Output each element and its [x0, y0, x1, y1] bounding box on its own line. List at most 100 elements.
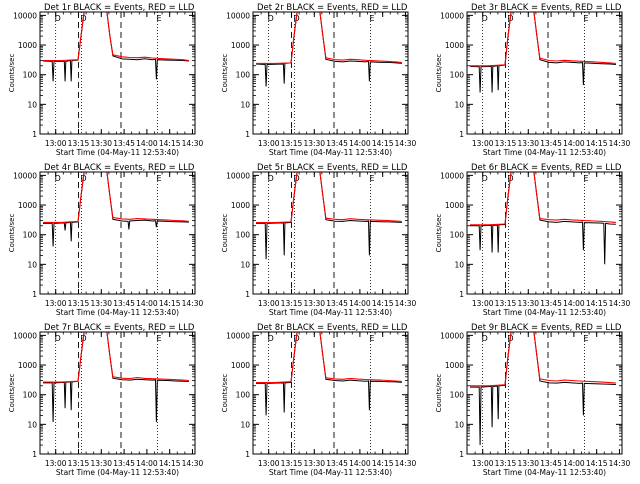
x-tick-label: 14:30: [395, 459, 417, 468]
y-tick-label: 10: [454, 100, 464, 109]
panel-title: Det 8r BLACK = Events, RED = LLD: [257, 323, 408, 333]
x-axis-label: Start Time (04-May-11 12:53:40): [269, 468, 392, 477]
event-mark: D: [55, 14, 61, 23]
events-series-line: [42, 12, 189, 82]
x-tick-label: 14:15: [372, 459, 394, 468]
x-tick-label: 14:30: [182, 299, 204, 308]
x-axis-label: Start Time (04-May-11 12:53:40): [56, 148, 179, 157]
x-tick-label: 14:00: [349, 139, 371, 148]
x-tick-label: 13:30: [90, 139, 112, 148]
y-tick-label: 10000: [440, 331, 464, 340]
panel-title: Det 9r BLACK = Events, RED = LLD: [471, 323, 622, 333]
events-series-line: [469, 12, 616, 93]
plot-frame: [39, 331, 196, 455]
y-tick-label: 1000: [231, 201, 250, 210]
y-tick-label: 10: [454, 420, 464, 429]
plot-frame: [252, 331, 409, 455]
x-tick-label: 13:15: [281, 299, 303, 308]
x-tick-label: 13:30: [303, 459, 325, 468]
event-mark: E: [156, 334, 161, 343]
x-tick-label: 14:15: [586, 139, 608, 148]
events-series-line: [256, 172, 402, 260]
x-tick-label: 13:45: [326, 299, 348, 308]
y-axis-label: Counts/sec: [435, 214, 443, 253]
x-tick-label: 13:30: [90, 459, 112, 468]
x-tick-label: 14:00: [136, 139, 158, 148]
x-tick-label: 13:30: [517, 299, 539, 308]
plot-frame: [466, 171, 623, 295]
x-tick-label: 14:15: [159, 139, 181, 148]
x-tick-label: 13:00: [258, 299, 280, 308]
x-tick-label: 13:00: [45, 139, 67, 148]
lld-series-line: [256, 332, 402, 384]
y-tick-label: 100: [23, 231, 38, 240]
y-tick-label: 10: [240, 420, 250, 429]
y-tick-label: 10: [240, 260, 250, 269]
event-mark: D: [482, 334, 488, 343]
panel-title: Det 1r BLACK = Events, RED = LLD: [44, 3, 195, 13]
events-series-line: [470, 332, 616, 446]
x-tick-label: 13:45: [326, 459, 348, 468]
event-mark: D: [482, 14, 488, 23]
plot-frame: [252, 171, 409, 295]
x-tick-label: 13:00: [45, 299, 67, 308]
y-tick-label: 100: [236, 71, 251, 80]
events-series-line: [43, 172, 189, 247]
lld-series-line: [470, 172, 616, 226]
x-axis-label: Start Time (04-May-11 12:53:40): [56, 468, 179, 477]
x-tick-label: 14:15: [586, 459, 608, 468]
y-tick-label: 10: [27, 260, 37, 269]
x-tick-label: 14:15: [372, 139, 394, 148]
event-mark: E: [156, 174, 161, 183]
x-axis-label: Start Time (04-May-11 12:53:40): [56, 308, 179, 317]
x-tick-label: 14:15: [372, 299, 394, 308]
x-axis-label: Start Time (04-May-11 12:53:40): [483, 468, 606, 477]
y-tick-label: 10: [454, 260, 464, 269]
plot-frame: [39, 11, 196, 135]
x-tick-label: 13:00: [472, 299, 494, 308]
x-tick-label: 13:00: [472, 139, 494, 148]
event-mark: D: [268, 334, 274, 343]
panel-title: Det 5r BLACK = Events, RED = LLD: [257, 163, 408, 173]
lld-series-line: [470, 12, 616, 67]
x-tick-label: 13:30: [303, 139, 325, 148]
event-mark: D: [55, 174, 61, 183]
x-tick-label: 13:30: [90, 299, 112, 308]
events-series-line: [255, 12, 402, 87]
panel-title: Det 6r BLACK = Events, RED = LLD: [471, 163, 622, 173]
x-tick-label: 13:00: [258, 139, 280, 148]
y-tick-label: 10000: [226, 171, 250, 180]
x-tick-label: 14:30: [609, 299, 631, 308]
y-tick-label: 100: [236, 231, 251, 240]
y-tick-label: 10000: [13, 11, 37, 20]
x-axis-label: Start Time (04-May-11 12:53:40): [483, 148, 606, 157]
y-tick-label: 1000: [445, 201, 464, 210]
y-tick-label: 1: [459, 450, 464, 459]
x-tick-label: 13:45: [113, 459, 135, 468]
y-tick-label: 10000: [13, 331, 37, 340]
y-tick-label: 100: [450, 231, 465, 240]
event-mark: E: [583, 334, 588, 343]
y-tick-label: 1: [245, 130, 250, 139]
x-tick-label: 14:00: [136, 459, 158, 468]
x-tick-label: 14:00: [349, 299, 371, 308]
y-tick-label: 1: [245, 290, 250, 299]
x-tick-label: 14:00: [563, 139, 585, 148]
x-tick-label: 14:00: [563, 459, 585, 468]
y-axis-label: Counts/sec: [435, 54, 443, 93]
y-tick-label: 10000: [440, 171, 464, 180]
x-tick-label: 14:15: [159, 299, 181, 308]
x-tick-label: 13:00: [45, 459, 67, 468]
x-tick-label: 14:30: [609, 139, 631, 148]
y-tick-label: 10000: [440, 11, 464, 20]
x-tick-label: 14:30: [182, 139, 204, 148]
x-tick-label: 13:15: [495, 139, 517, 148]
lld-series-line: [470, 332, 616, 387]
x-axis-label: Start Time (04-May-11 12:53:40): [483, 308, 606, 317]
x-axis-label: Start Time (04-May-11 12:53:40): [269, 148, 392, 157]
x-axis-label: Start Time (04-May-11 12:53:40): [269, 308, 392, 317]
y-tick-label: 1000: [445, 41, 464, 50]
